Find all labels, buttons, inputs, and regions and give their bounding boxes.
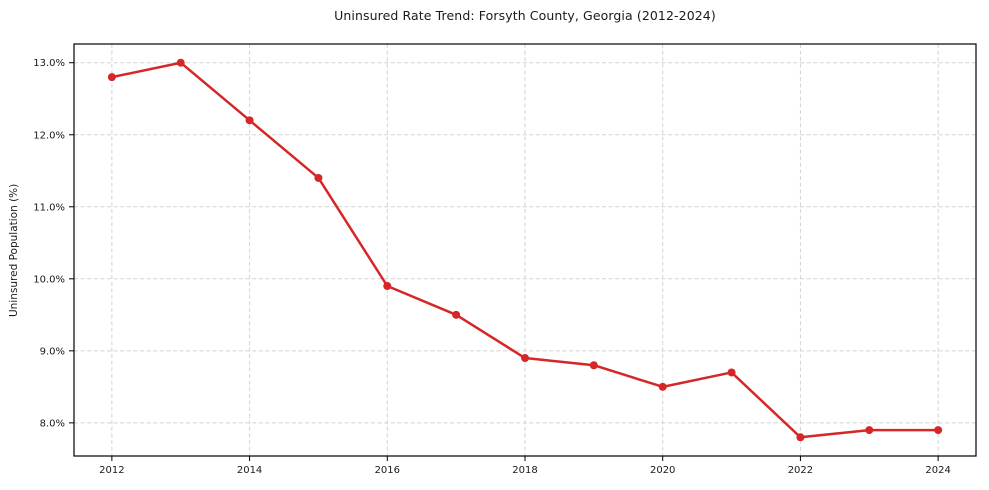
data-point-marker bbox=[245, 116, 254, 125]
x-tick-label: 2020 bbox=[650, 465, 675, 476]
plot-frame bbox=[73, 43, 977, 457]
data-point-marker bbox=[521, 354, 529, 363]
y-tick-label: 10.0% bbox=[33, 274, 65, 285]
y-tick-label: 9.0% bbox=[40, 346, 65, 357]
x-tick-label: 2024 bbox=[925, 465, 950, 476]
y-tick-label: 12.0% bbox=[33, 130, 65, 141]
x-tick-label: 2016 bbox=[375, 465, 400, 476]
data-point-marker bbox=[865, 426, 874, 435]
x-tick-label: 2022 bbox=[788, 465, 813, 476]
y-axis-label: Uninsured Population (%) bbox=[8, 183, 20, 317]
data-point-marker bbox=[934, 426, 943, 435]
data-point-marker bbox=[383, 282, 392, 291]
data-point-marker bbox=[452, 310, 461, 319]
data-point-marker bbox=[107, 73, 116, 82]
data-point-marker bbox=[796, 433, 805, 442]
y-tick-label: 11.0% bbox=[33, 202, 65, 213]
data-point-marker bbox=[314, 173, 323, 182]
x-tick-label: 2014 bbox=[237, 465, 262, 476]
data-point-marker bbox=[727, 368, 736, 377]
x-tick-label: 2012 bbox=[99, 465, 124, 476]
x-tick-label: 2018 bbox=[512, 465, 537, 476]
chart-title: Uninsured Rate Trend: Forsyth County, Ge… bbox=[334, 8, 716, 23]
y-tick-label: 13.0% bbox=[33, 58, 65, 69]
y-tick-label: 8.0% bbox=[40, 418, 65, 429]
data-point-marker bbox=[176, 58, 185, 67]
data-point-marker bbox=[658, 382, 667, 391]
data-point-marker bbox=[589, 361, 598, 370]
